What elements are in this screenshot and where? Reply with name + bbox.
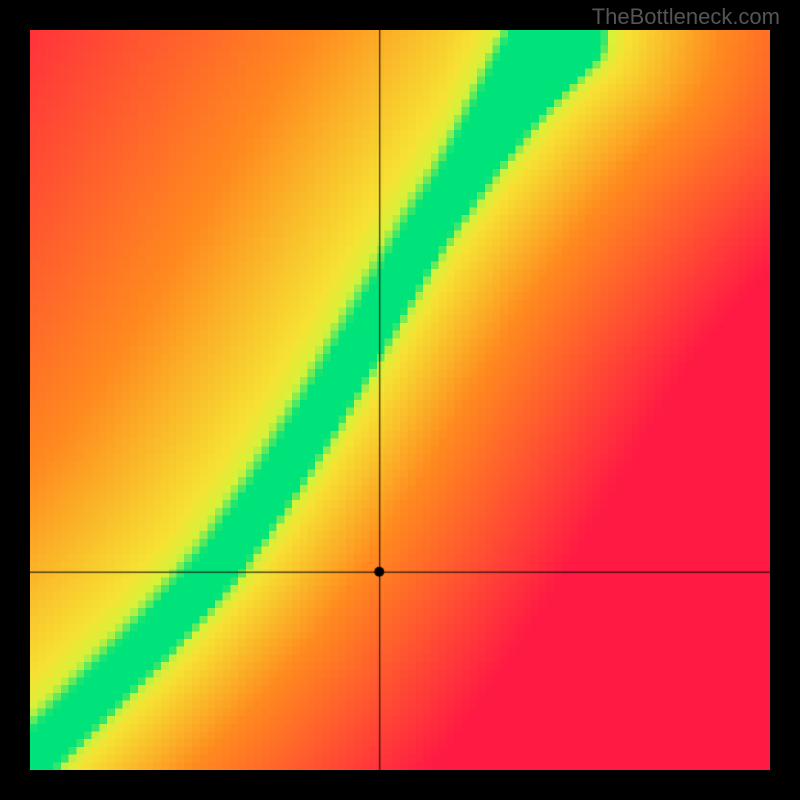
chart-container: TheBottleneck.com: [0, 0, 800, 800]
crosshair-overlay: [30, 30, 770, 770]
watermark-text: TheBottleneck.com: [592, 4, 780, 30]
